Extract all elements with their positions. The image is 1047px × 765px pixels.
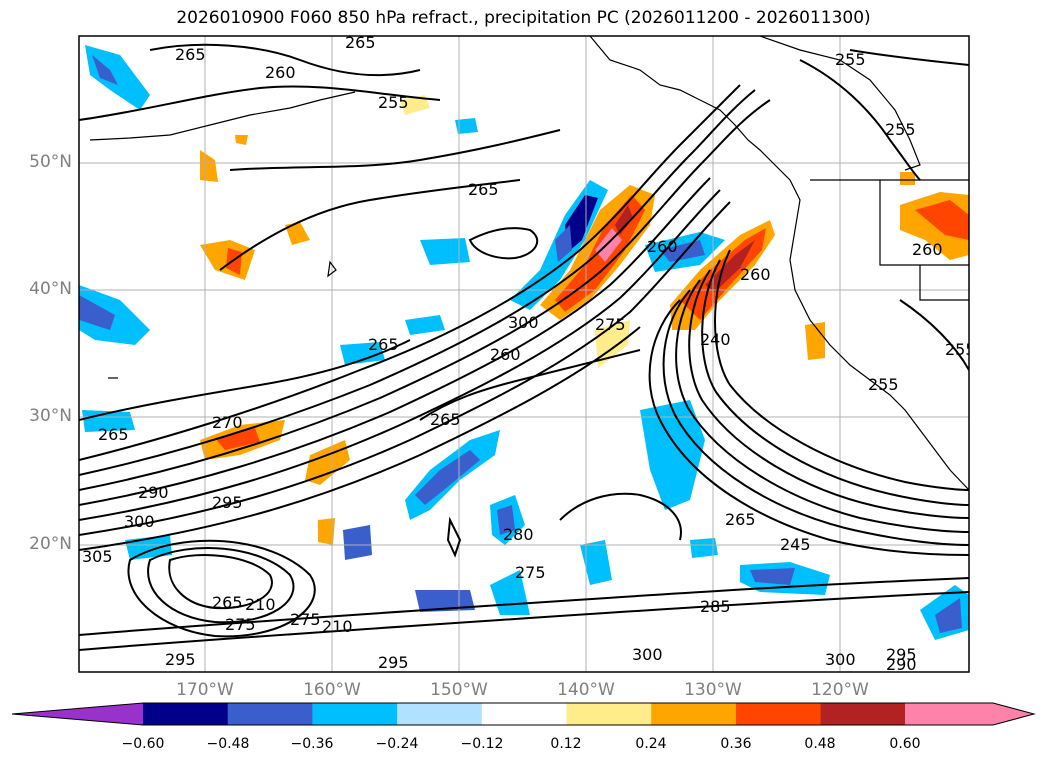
contour-label: 305 [82, 547, 113, 566]
contour-label: 260 [740, 265, 771, 284]
colorbar-tick: 0.24 [635, 736, 667, 752]
contour-label: 240 [700, 330, 731, 349]
contour-label: 295 [378, 653, 409, 672]
contour-label: 275 [595, 315, 626, 334]
contour-label: 290 [886, 655, 917, 674]
lon-label: 150°W [430, 680, 488, 700]
lat-label: 30°N [29, 406, 72, 426]
contour-label: 280 [503, 525, 534, 544]
lon-label: 170°W [176, 680, 234, 700]
map-title: 2026010900 F060 850 hPa refract., precip… [176, 8, 871, 28]
colorbar-tick: −0.12 [460, 736, 504, 752]
contour-label: 290 [138, 483, 169, 502]
colorbar-tick: 0.48 [804, 736, 836, 752]
colorbar-tick: −0.24 [375, 736, 419, 752]
colorbar-tick: −0.48 [206, 736, 250, 752]
contour-label: 300 [508, 313, 539, 332]
contour-label: 210 [245, 595, 276, 614]
lon-label: 130°W [684, 680, 742, 700]
contour-label: 265 [175, 45, 206, 64]
colorbar-tick: 0.12 [550, 736, 582, 752]
contour-label: 255 [378, 93, 409, 112]
lat-label: 40°N [29, 279, 72, 299]
contour-label: 265 [212, 593, 243, 612]
contour-label: 260 [912, 240, 943, 259]
contour-label: 285 [700, 597, 731, 616]
contour-label: 265 [345, 33, 376, 52]
lat-label: 20°N [29, 534, 72, 554]
lon-label: 120°W [811, 680, 869, 700]
contour-label: 275 [290, 610, 321, 629]
contour-label: 210 [322, 617, 353, 636]
map-frame [78, 35, 970, 673]
contour-label: 265 [430, 410, 461, 429]
contour-label: 265 [468, 180, 499, 199]
lon-label: 140°W [557, 680, 615, 700]
contour-label: 265 [725, 510, 756, 529]
contour-label: 295 [886, 645, 917, 664]
contour-label: 275 [515, 563, 546, 582]
colorbar-tick: 0.60 [889, 736, 921, 752]
lon-label: 160°W [303, 680, 361, 700]
contour-label: 275 [225, 615, 256, 634]
contour-label: 245 [780, 535, 811, 554]
contour-label: 300 [825, 650, 856, 669]
contour-label: 300 [124, 512, 155, 531]
colorbar-tick: −0.36 [290, 736, 334, 752]
colorbar-tick: −0.60 [121, 736, 165, 752]
contour-label: 265 [98, 425, 129, 444]
contour-label: 255 [835, 50, 866, 69]
colorbar-tick: 0.36 [720, 736, 752, 752]
contour-label: 260 [490, 345, 521, 364]
contour-label: 255 [868, 375, 899, 394]
contour-label: 265 [368, 335, 399, 354]
contour-label: 255 [945, 340, 976, 359]
contour-label: 295 [165, 650, 196, 669]
coastlines [89, 36, 969, 491]
refractivity-contours [79, 43, 969, 651]
contour-label: 255 [885, 120, 916, 139]
lat-label: 50°N [29, 152, 72, 172]
contour-labels: 265 265 260 255 255 255 265 260 300 275 … [82, 33, 976, 674]
contour-label: 260 [265, 63, 296, 82]
precip-shading [79, 45, 969, 640]
contour-label: 260 [647, 237, 678, 256]
contour-label: 300 [632, 645, 663, 664]
contour-label: 270 [212, 413, 243, 432]
contour-label: 295 [212, 493, 243, 512]
